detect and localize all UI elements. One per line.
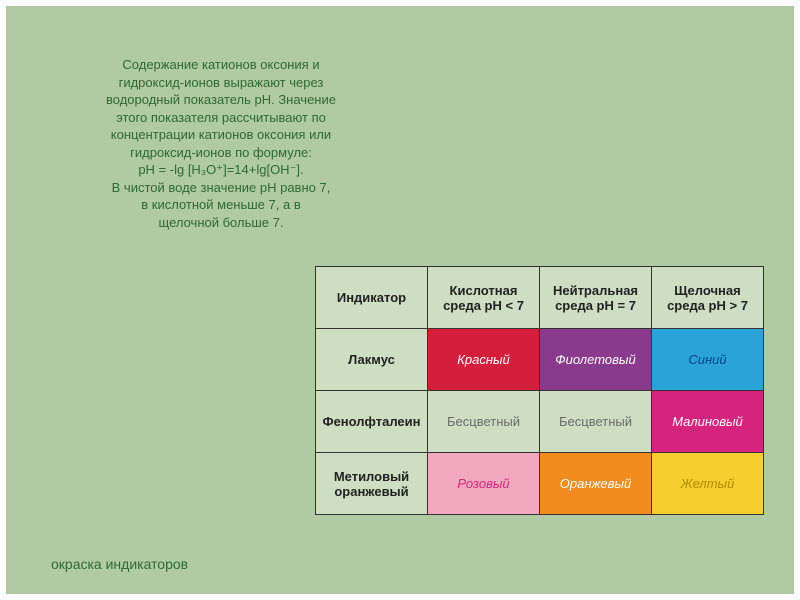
indicator-name-cell: Лакмус (316, 329, 428, 391)
color-cell: Синий (652, 329, 764, 391)
indicator-table: ИндикаторКислотная среда pH < 7Нейтральн… (315, 266, 764, 515)
color-cell: Малиновый (652, 391, 764, 453)
table-row: ФенолфталеинБесцветныйБесцветныйМалиновы… (316, 391, 764, 453)
description-line: концентрации катионов оксония или (71, 126, 371, 144)
table-row: ЛакмусКрасныйФиолетовыйСиний (316, 329, 764, 391)
color-cell: Бесцветный (540, 391, 652, 453)
description-line: гидроксид-ионов по формуле: (71, 144, 371, 162)
description-line: щелочной больше 7. (71, 214, 371, 232)
table-header-cell: Кислотная среда pH < 7 (428, 267, 540, 329)
table-header-row: ИндикаторКислотная среда pH < 7Нейтральн… (316, 267, 764, 329)
color-cell: Розовый (428, 453, 540, 515)
indicator-name-cell: Фенолфталеин (316, 391, 428, 453)
indicator-name-cell: Метиловый оранжевый (316, 453, 428, 515)
table-row: Метиловый оранжевыйРозовыйОранжевыйЖелты… (316, 453, 764, 515)
color-cell: Бесцветный (428, 391, 540, 453)
main-panel: Содержание катионов оксония игидроксид-и… (6, 6, 794, 594)
table-header-cell: Индикатор (316, 267, 428, 329)
color-cell: Фиолетовый (540, 329, 652, 391)
color-cell: Оранжевый (540, 453, 652, 515)
description-line: в кислотной меньше 7, а в (71, 196, 371, 214)
description-line: pH = -lg [H₃O⁺]=14+lg[OH⁻]. (71, 161, 371, 179)
table-header-cell: Щелочная среда pH > 7 (652, 267, 764, 329)
table-header-cell: Нейтральная среда pH = 7 (540, 267, 652, 329)
description-line: гидроксид-ионов выражают через (71, 74, 371, 92)
color-cell: Красный (428, 329, 540, 391)
description-text: Содержание катионов оксония игидроксид-и… (71, 56, 371, 231)
description-line: В чистой воде значение pH равно 7, (71, 179, 371, 197)
description-line: водородный показатель pH. Значение (71, 91, 371, 109)
caption-text: окраска индикаторов (51, 556, 188, 572)
description-line: этого показателя рассчитывают по (71, 109, 371, 127)
description-line: Содержание катионов оксония и (71, 56, 371, 74)
color-cell: Желтый (652, 453, 764, 515)
